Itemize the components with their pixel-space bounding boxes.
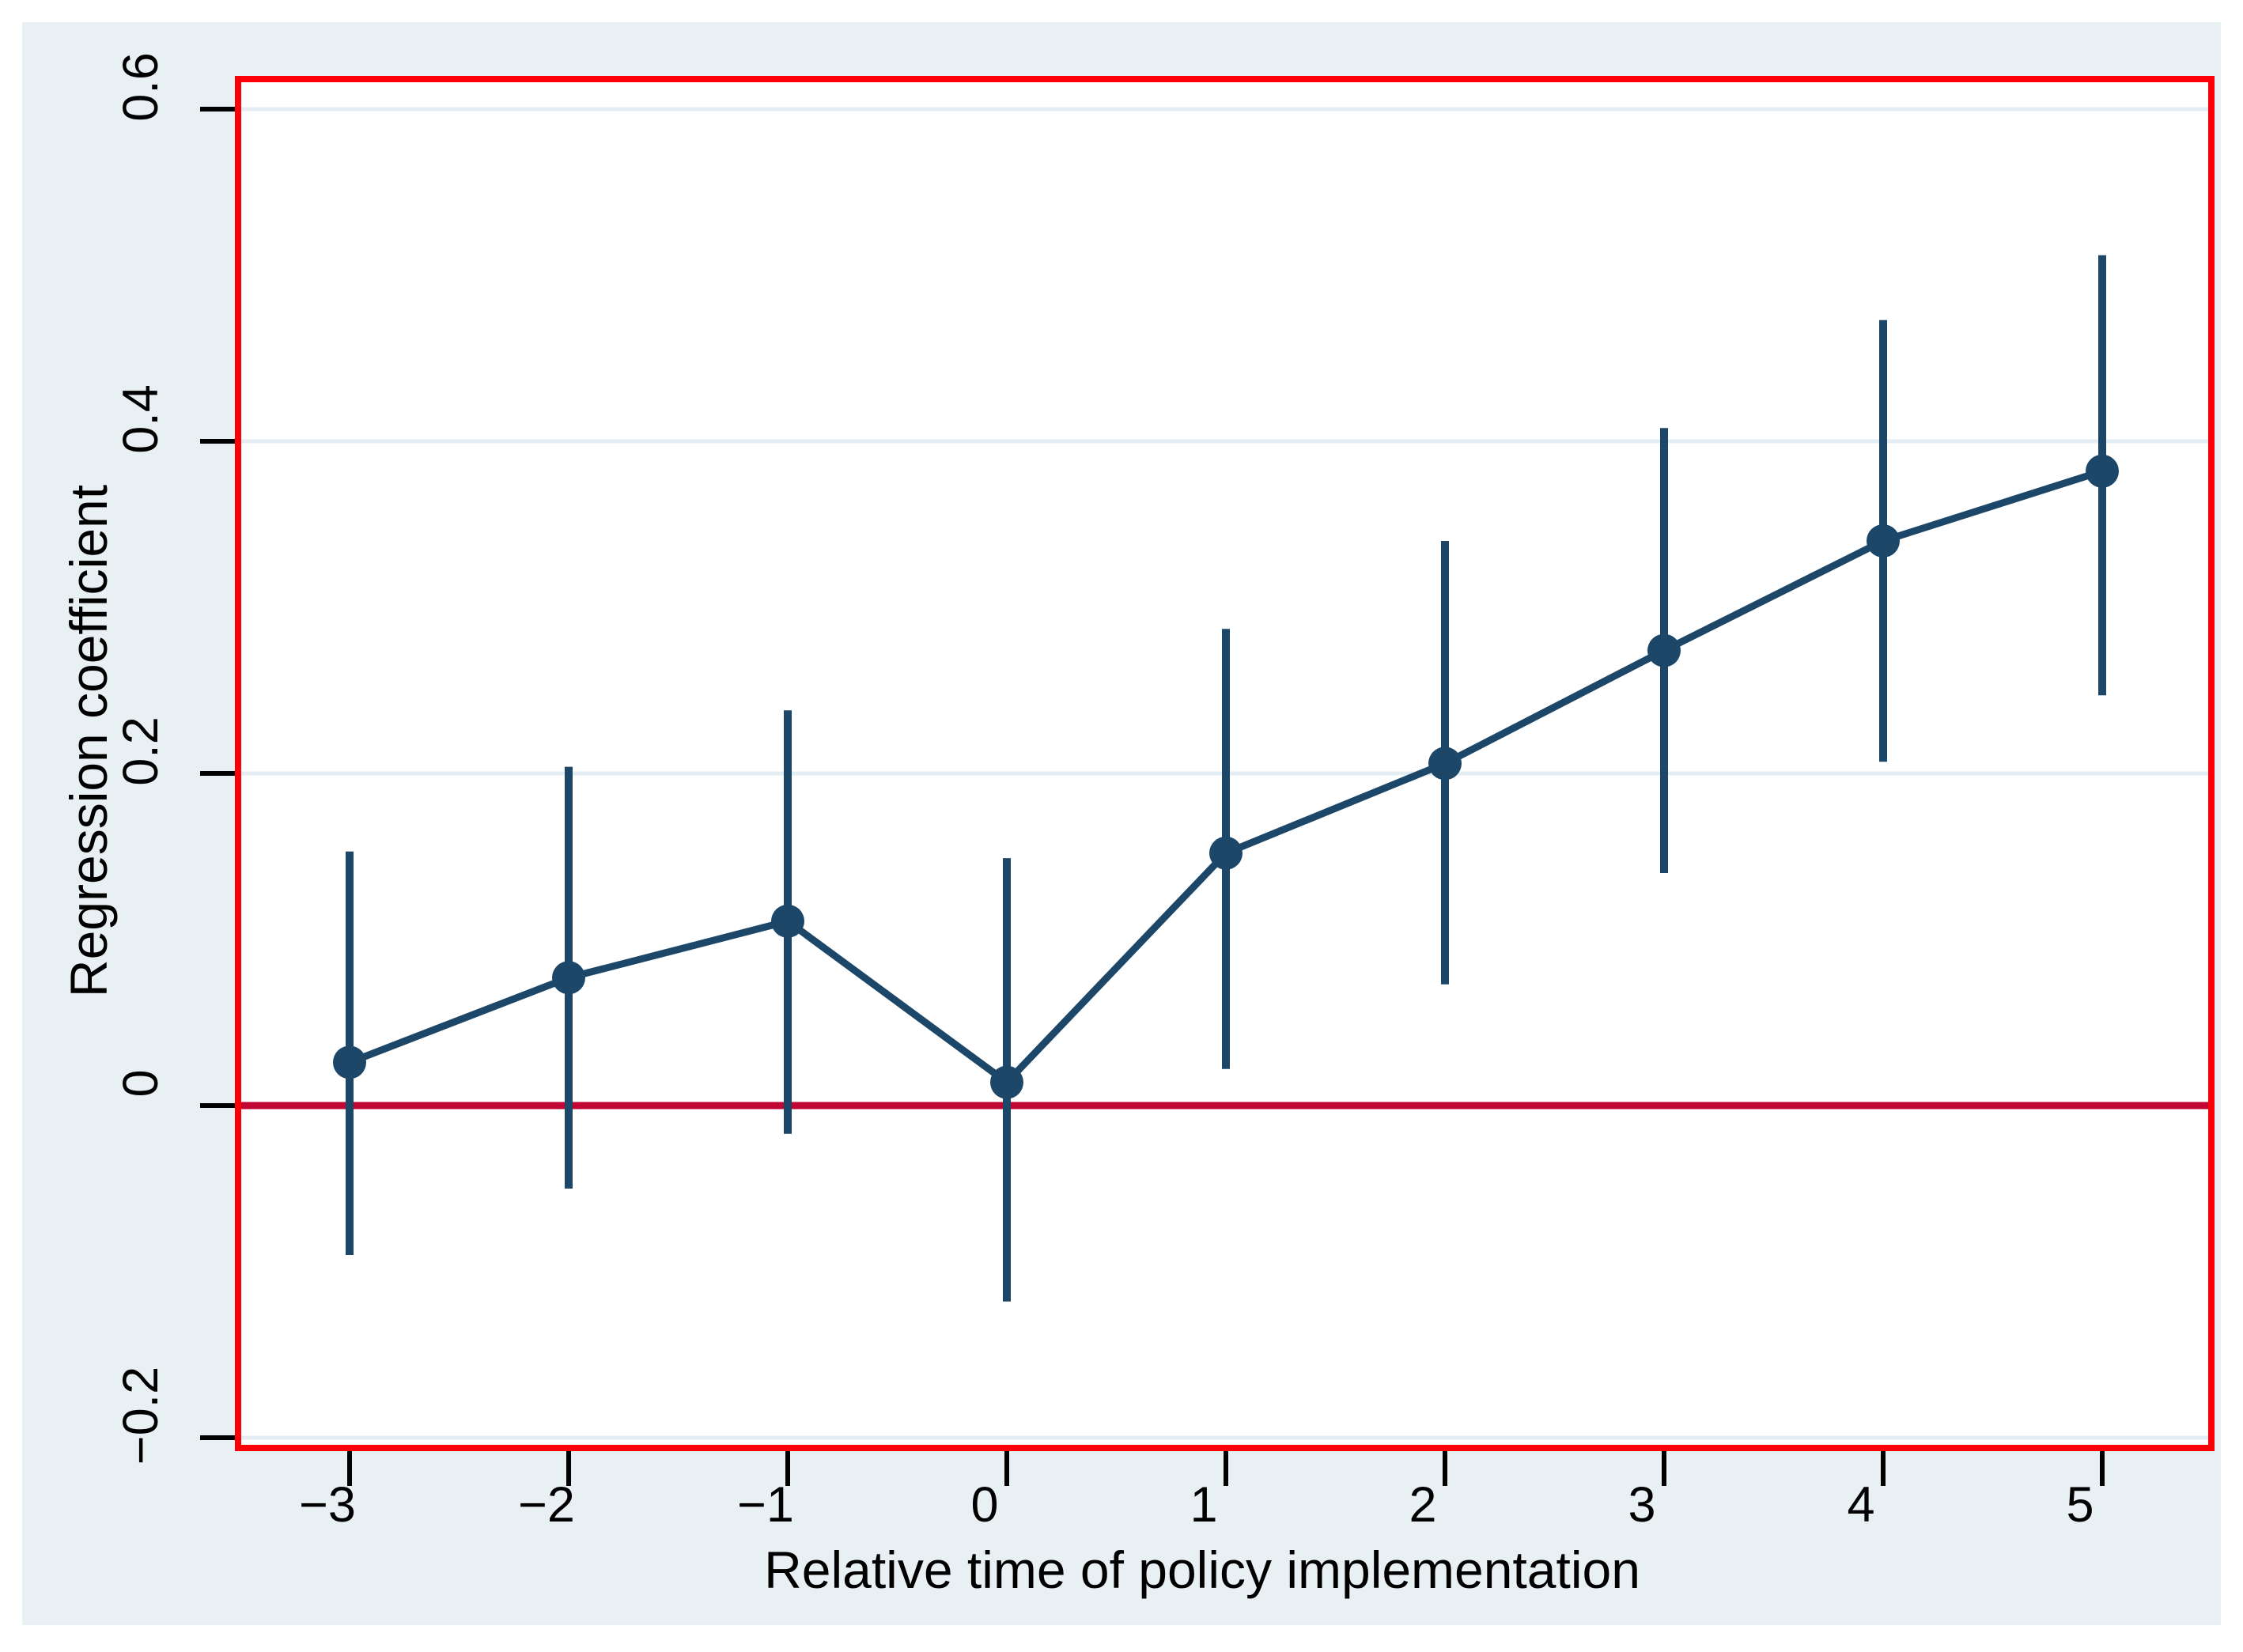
x-tick-label: 2 — [1409, 1477, 1437, 1533]
x-axis-title: Relative time of policy implementation — [764, 1540, 1640, 1599]
data-point-marker — [990, 1065, 1023, 1099]
graph-region — [22, 22, 2221, 1625]
x-tick-label: 5 — [2066, 1477, 2094, 1533]
data-point-marker — [1428, 747, 1462, 781]
x-tick-label: −1 — [737, 1477, 794, 1533]
data-point-marker — [1209, 836, 1243, 870]
plot-border — [235, 76, 2215, 1451]
data-point-marker — [552, 961, 585, 995]
x-tick-label: 3 — [1628, 1477, 1656, 1533]
data-point-marker — [2086, 454, 2119, 488]
data-point-marker — [1647, 633, 1681, 667]
x-tick-label: 1 — [1190, 1477, 1218, 1533]
data-point-marker — [333, 1045, 366, 1079]
y-tick-label: 0 — [113, 1069, 168, 1098]
x-tick-label: 0 — [970, 1477, 999, 1533]
x-tick-label: −2 — [518, 1477, 575, 1533]
y-tick-label: 0.2 — [113, 716, 168, 786]
x-tick-label: 4 — [1847, 1477, 1875, 1533]
plot-area — [200, 76, 2215, 1486]
x-tick-label: −3 — [299, 1477, 356, 1533]
y-tick-label: 0.6 — [113, 52, 168, 122]
data-point-marker — [1867, 524, 1900, 558]
y-tick-label: −0.2 — [113, 1366, 168, 1465]
y-tick-label: 0.4 — [113, 384, 168, 454]
y-axis-title: Regression coefficient — [59, 484, 118, 998]
data-point-marker — [771, 904, 804, 938]
